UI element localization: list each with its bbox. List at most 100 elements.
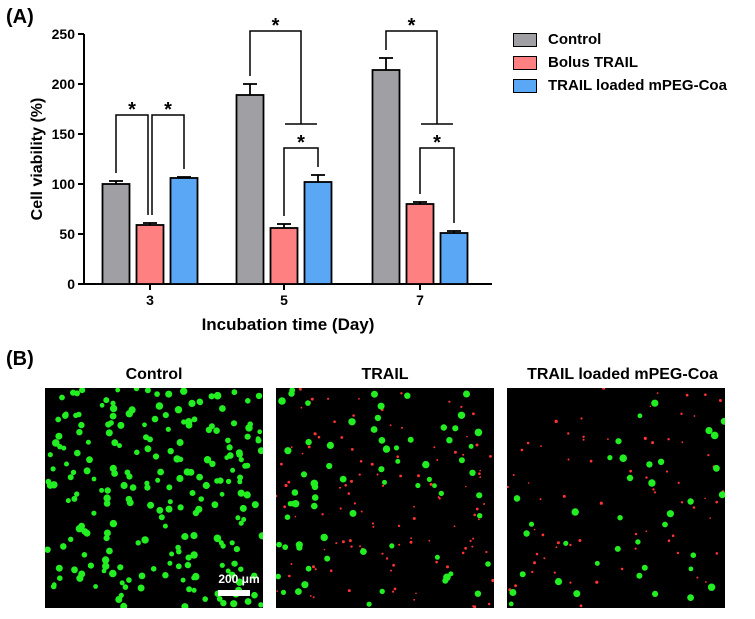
live-cell-dot [50,466,56,472]
live-cell-dot [76,429,83,436]
live-cell-dot [185,469,192,476]
live-cell-dot [278,397,286,405]
dead-cell-dot [284,483,288,488]
dead-cell-dot [400,392,403,395]
live-cell-dot [147,436,153,443]
live-cell-dot [395,458,401,464]
live-cell-dot [189,490,196,496]
legend-item-bolus-trail: Bolus TRAIL [513,51,727,74]
live-cell-dot [284,447,292,455]
live-cell-dot [117,421,125,429]
live-cell-dot [83,467,91,475]
dead-cell-dot [693,415,696,417]
dead-cell-dot [438,497,441,500]
live-cell-dot [124,469,131,476]
live-cell-dot [85,439,91,445]
dead-cell-dot [580,417,583,420]
x-tick-label: 3 [146,292,154,308]
dead-cell-dot [696,576,699,579]
dead-cell-dot [645,530,648,533]
live-cell-dot [111,439,119,447]
dead-cell-dot [677,481,680,484]
live-cell-dot [657,458,665,465]
dead-cell-dot [707,454,710,457]
dead-cell-dot [344,484,347,487]
live-cell-dot [162,572,169,579]
live-cell-dot [138,572,146,580]
live-cell-dot [227,452,234,459]
micrograph-trail-loaded [507,388,725,608]
live-cell-dot [382,445,391,453]
dead-cell-dot [465,485,467,488]
live-cell-dot [326,441,334,449]
significance-star: * [408,15,416,37]
dead-cell-dot [535,552,539,556]
dead-cell-dot [553,571,556,574]
live-cell-dot [415,482,421,489]
dead-cell-dot [483,503,486,505]
dead-cell-dot [413,505,415,508]
live-cell-dot [422,460,430,469]
live-cell-dot [144,484,151,491]
dead-cell-dot [704,497,706,500]
live-cell-dot [190,532,198,540]
dead-cell-dot [705,581,707,583]
dead-cell-dot [461,551,465,555]
live-cell-dot [103,500,111,507]
live-cell-dot [282,544,289,550]
dead-cell-dot [358,473,361,476]
dead-cell-dot [314,568,317,571]
live-cell-dot [156,506,164,514]
live-cell-dot [688,566,694,572]
live-cell-dot [324,555,331,562]
dead-cell-dot [359,460,363,463]
dead-cell-dot [533,561,536,565]
live-cell-dot [280,589,287,595]
dead-cell-dot [491,578,494,583]
dead-cell-dot [460,405,463,408]
live-cell-dot [305,565,312,572]
live-cell-dot [237,474,244,481]
dead-cell-dot [475,443,479,447]
dead-cell-dot [582,435,585,438]
dead-cell-dot [413,598,416,601]
live-cell-dot [219,491,225,497]
dead-cell-dot [376,473,379,476]
dead-cell-dot [485,550,488,554]
dead-cell-dot [715,552,719,555]
live-cell-dot [378,437,386,444]
live-cell-dot [150,566,157,572]
significance-star: * [164,99,172,121]
live-cell-dot [191,416,198,423]
live-cell-dot [196,398,203,405]
bar-bolus-trail-day-7 [405,203,435,285]
live-cell-dot [457,411,466,419]
live-cell-dot [519,571,526,578]
significance-bracket [419,147,455,223]
live-cell-dot [528,521,535,527]
live-cell-dot [251,591,258,599]
dead-cell-dot [602,388,606,390]
dead-cell-dot [473,513,476,517]
significance-star: * [128,99,136,121]
live-cell-dot [300,471,308,478]
live-cell-dot [288,390,295,397]
dead-cell-dot [294,515,297,518]
dead-cell-dot [665,470,669,473]
live-cell-dot [105,429,113,437]
live-cell-dot [202,596,208,602]
live-cell-dot [238,520,244,526]
live-cell-dot [320,533,328,542]
dead-cell-dot [350,479,353,483]
live-cell-dot [311,502,318,510]
live-cell-dot [255,436,261,442]
live-cell-dot [70,469,77,476]
live-cell-dot [237,489,245,497]
live-cell-dot [144,388,151,394]
legend-swatch-control [513,32,537,47]
significance-star: * [272,15,280,37]
live-cell-dot [81,552,88,558]
panel-b-label: (B) [6,348,34,370]
dead-cell-dot [360,510,363,513]
live-cell-dot [188,399,196,407]
